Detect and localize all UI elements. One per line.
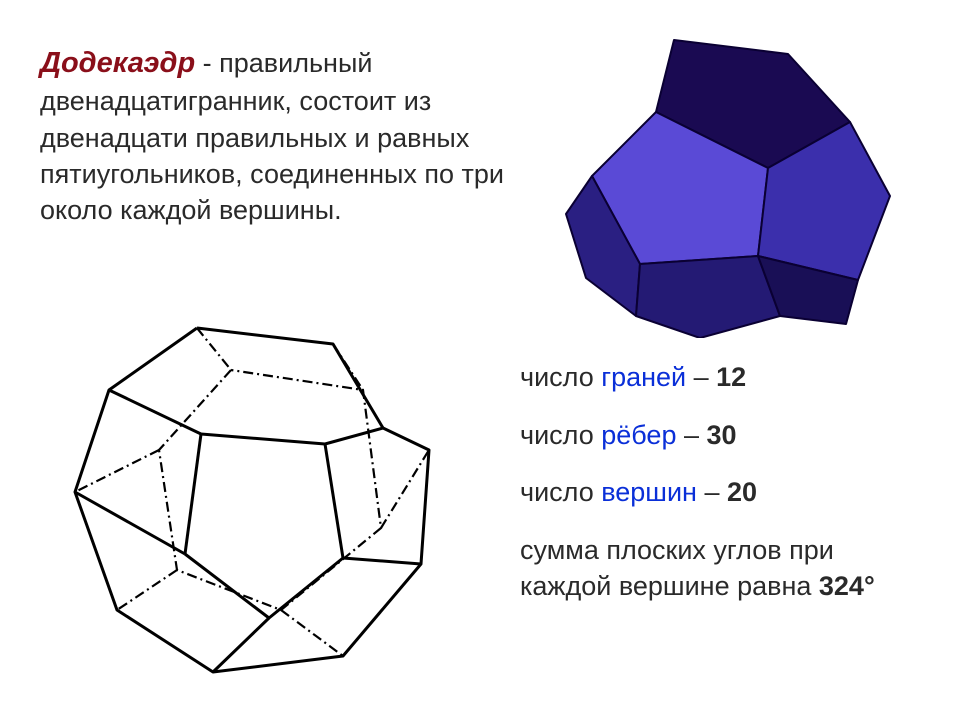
hidden-edge: [117, 570, 177, 610]
wireframe-dodecahedron: [25, 300, 485, 700]
prop-verts-value: 20: [727, 477, 757, 507]
prop-faces-prefix: число: [520, 362, 601, 392]
solid-edge: [185, 554, 343, 618]
solid-edge: [201, 428, 383, 444]
hidden-edge: [197, 328, 231, 370]
prop-verts-prefix: число: [520, 477, 601, 507]
rendered-dodecahedron: [550, 28, 920, 338]
solid-edge: [75, 492, 185, 554]
prop-vertices: число вершин – 20: [520, 475, 930, 511]
prop-edges-prefix: число: [520, 420, 601, 450]
hidden-edge: [381, 450, 429, 528]
prop-faces: число граней – 12: [520, 360, 930, 396]
hidden-edge: [281, 610, 343, 656]
prop-edges-term: рёбер: [601, 420, 676, 450]
prop-faces-value: 12: [716, 362, 746, 392]
prop-verts-dash: –: [697, 477, 727, 507]
prop-faces-term: граней: [601, 362, 686, 392]
solid-edge: [343, 558, 421, 564]
prop-edges: число рёбер – 30: [520, 418, 930, 454]
prop-angle-text: сумма плоских углов при каждой вершине р…: [520, 535, 834, 601]
solid-edge: [325, 444, 343, 558]
prop-faces-dash: –: [686, 362, 716, 392]
solid-edge: [75, 328, 429, 672]
prop-edges-dash: –: [676, 420, 706, 450]
solid-edge: [213, 618, 269, 672]
properties-block: число граней – 12 число рёбер – 30 число…: [520, 360, 930, 626]
prop-verts-term: вершин: [601, 477, 697, 507]
prop-angle-value: 324°: [819, 571, 875, 601]
solid-edge: [185, 434, 201, 554]
solid-edge: [109, 390, 201, 434]
prop-edges-value: 30: [707, 420, 737, 450]
title-word: Додекаэдр: [40, 47, 195, 79]
definition-paragraph: Додекаэдр - правильный двенадцатигранник…: [40, 44, 510, 229]
dodecahedron-face: [636, 256, 780, 338]
prop-angle-sum: сумма плоских углов при каждой вершине р…: [520, 533, 930, 604]
